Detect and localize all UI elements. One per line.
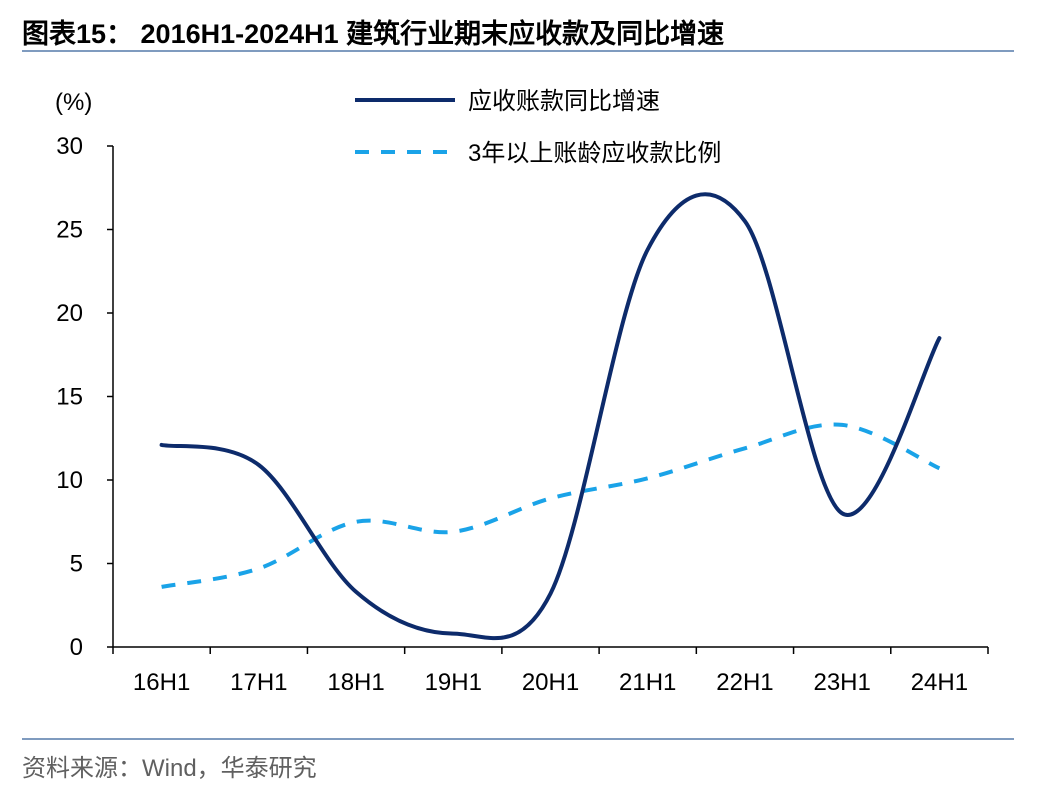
chart-legend: 应收账款同比增速 3年以上账龄应收款比例 bbox=[355, 88, 721, 167]
top-divider bbox=[22, 50, 1014, 52]
data-point-s0-8 bbox=[937, 336, 941, 340]
data-point-s0-5 bbox=[646, 248, 650, 252]
data-point-s1-1 bbox=[257, 567, 261, 571]
x-tick-label: 22H1 bbox=[716, 669, 773, 696]
series-line-1 bbox=[161, 422, 941, 589]
data-point-s0-1 bbox=[257, 463, 261, 467]
data-point-s0-4 bbox=[549, 592, 553, 596]
x-tick-label: 24H1 bbox=[911, 669, 968, 696]
y-tick-label: 25 bbox=[56, 217, 83, 244]
data-point-s0-6 bbox=[743, 219, 747, 223]
x-tick-label: 16H1 bbox=[133, 669, 190, 696]
data-point-s1-3 bbox=[451, 530, 455, 534]
chart-series bbox=[159, 192, 942, 641]
series-line-0 bbox=[159, 192, 942, 641]
data-point-s1-2 bbox=[354, 520, 358, 524]
data-point-s1-8 bbox=[937, 466, 941, 470]
source-note: 资料来源：Wind，华泰研究 bbox=[22, 755, 317, 782]
data-point-s0-3 bbox=[451, 632, 455, 636]
chart-axes: 0 5 10 15 20 25 30 (%) 16H1 17H1 18H1 19H1 20H1 21H1 2… bbox=[55, 89, 989, 696]
figure-title: 图表15： 2016H1-2024H1 建筑行业期末应收款及同比增速 bbox=[22, 19, 725, 49]
bottom-divider bbox=[22, 738, 1014, 740]
data-point-s1-5 bbox=[646, 476, 650, 480]
data-point-s0-2 bbox=[354, 590, 358, 594]
y-tick-label: 0 bbox=[70, 634, 83, 661]
x-tick-label: 19H1 bbox=[425, 669, 482, 696]
x-tick-label: 21H1 bbox=[619, 669, 676, 696]
x-tick-label: 20H1 bbox=[522, 669, 579, 696]
data-point-s1-7 bbox=[840, 423, 844, 427]
data-point-s0-7 bbox=[840, 511, 844, 515]
y-tick-label: 5 bbox=[70, 551, 83, 578]
y-tick-label: 15 bbox=[56, 384, 83, 411]
x-tick-label: 23H1 bbox=[813, 669, 870, 696]
data-point-s1-4 bbox=[549, 496, 553, 500]
legend-label-0: 应收账款同比增速 bbox=[468, 88, 660, 115]
x-tick-label: 18H1 bbox=[327, 669, 384, 696]
data-point-s0-0 bbox=[160, 443, 164, 447]
y-axis-label: (%) bbox=[55, 89, 92, 116]
legend-label-1: 3年以上账龄应收款比例 bbox=[468, 140, 721, 167]
y-tick-label: 20 bbox=[56, 300, 83, 327]
y-tick-label: 10 bbox=[56, 467, 83, 494]
y-tick-label: 30 bbox=[56, 133, 83, 160]
x-tick-label: 17H1 bbox=[230, 669, 287, 696]
data-point-s1-6 bbox=[743, 446, 747, 450]
data-point-s1-0 bbox=[160, 585, 164, 589]
